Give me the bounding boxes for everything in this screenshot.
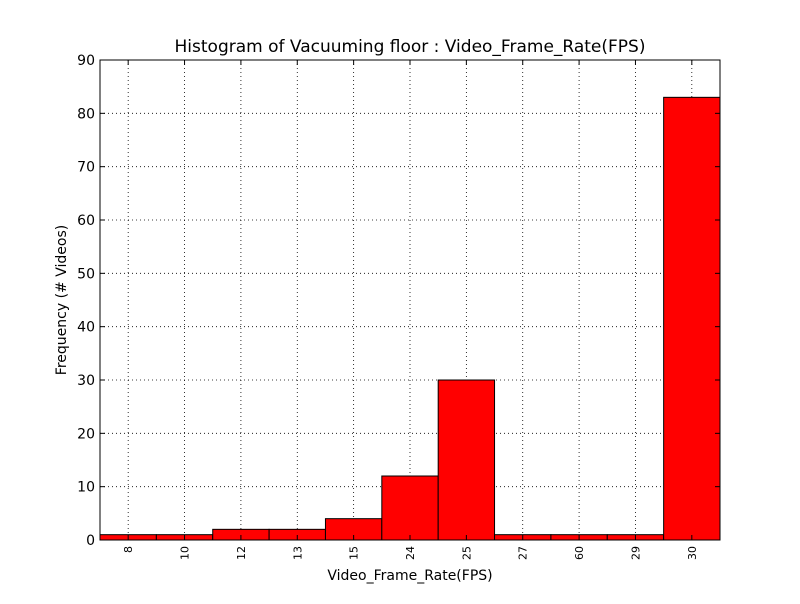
- y-tick-label: 20: [77, 426, 95, 442]
- x-tick-label: 24: [404, 546, 417, 560]
- y-tick-label: 30: [77, 373, 95, 389]
- y-tick-label: 50: [77, 266, 95, 282]
- y-tick-label: 70: [77, 160, 95, 176]
- bar: [437, 379, 496, 541]
- x-tick-label: 25: [460, 546, 473, 560]
- tick-layer: 0 10 20 30 40 50 60 70 80 90 8 10 12 13 15 24 25 27 60 29 30: [77, 53, 720, 560]
- x-axis-label: Video_Frame_Rate(FPS): [327, 568, 492, 584]
- y-tick-label: 40: [77, 320, 95, 336]
- x-tick-label: 12: [235, 546, 248, 560]
- bar: [381, 475, 439, 541]
- x-tick-label: 30: [686, 546, 699, 560]
- x-tick-label: 27: [517, 546, 530, 560]
- bar-layer: [99, 96, 721, 541]
- y-axis-label: Frequency (# Videos): [54, 225, 70, 375]
- y-tick-label: 80: [77, 106, 95, 122]
- y-tick-label: 90: [77, 53, 95, 69]
- y-tick-label: 0: [86, 533, 95, 549]
- y-tick-label: 60: [77, 213, 95, 229]
- x-tick-label: 10: [179, 546, 192, 560]
- x-tick-label: 15: [348, 546, 361, 560]
- y-tick-label: 10: [77, 480, 95, 496]
- x-tick-label: 13: [291, 546, 304, 560]
- x-tick-label: 8: [122, 546, 135, 553]
- bar: [663, 96, 721, 541]
- x-tick-label: 29: [629, 546, 642, 560]
- chart-title: Histogram of Vacuuming floor : Video_Fra…: [175, 37, 646, 57]
- x-tick-label: 60: [573, 546, 586, 560]
